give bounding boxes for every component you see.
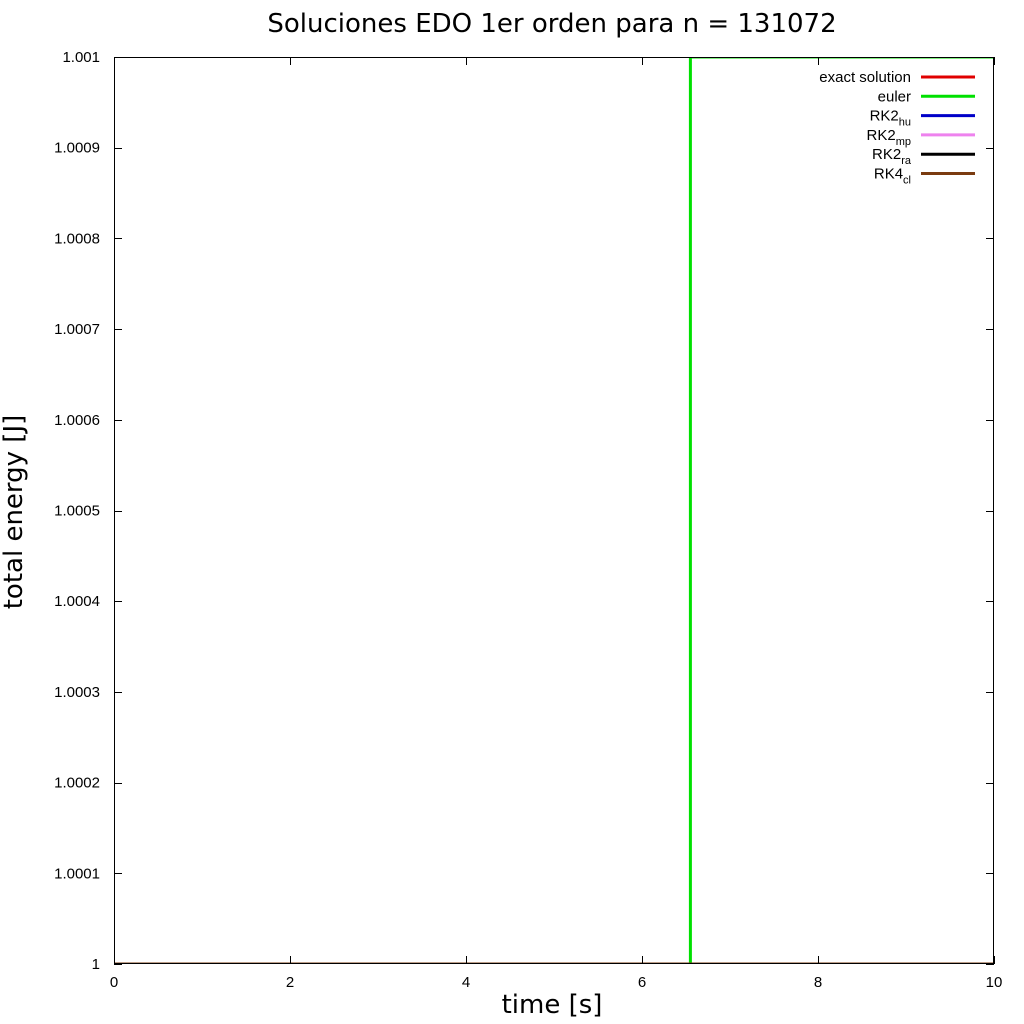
x-tick-label: 2	[286, 974, 294, 991]
y-tick-label: 1	[92, 956, 100, 973]
chart-title: Soluciones EDO 1er orden para n = 131072	[267, 9, 836, 39]
y-axis: 1 1.0001 1.0002 1.0003 1.0004 1.0005 1.0006 1.0…	[54, 49, 994, 973]
y-tick-label: 1.0005	[54, 503, 100, 520]
x-tick-label: 8	[814, 974, 822, 991]
y-tick-label: 1.0002	[54, 775, 100, 792]
y-tick-label: 1.0009	[54, 140, 100, 157]
y-tick-label: 1.0007	[54, 321, 100, 338]
x-axis: 0 2 4 6 8 10	[110, 57, 1003, 991]
x-tick-label: 6	[638, 974, 646, 991]
series-layer	[114, 57, 994, 964]
x-tick-label: 10	[986, 974, 1003, 991]
y-tick-label: 1.0001	[54, 865, 100, 882]
x-axis-label: time [s]	[502, 990, 603, 1020]
x-tick-label: 0	[110, 974, 118, 991]
legend-label: RK4cl	[874, 166, 911, 187]
y-tick-label: 1.001	[62, 49, 100, 66]
y-axis-label: total energy [J]	[0, 415, 29, 610]
y-tick-label: 1.0006	[54, 412, 100, 429]
legend-label: euler	[878, 88, 911, 105]
legend-label: RK2hu	[870, 108, 911, 129]
series-line-euler	[114, 57, 994, 964]
legend-label: RK2ra	[872, 146, 912, 167]
y-tick-label: 1.0004	[54, 593, 100, 610]
plot-frame	[114, 57, 994, 964]
y-tick-label: 1.0003	[54, 684, 100, 701]
legend-label: RK2mp	[867, 127, 911, 148]
x-tick-label: 4	[462, 974, 470, 991]
legend-label: exact solution	[819, 69, 911, 86]
y-tick-label: 1.0008	[54, 230, 100, 247]
